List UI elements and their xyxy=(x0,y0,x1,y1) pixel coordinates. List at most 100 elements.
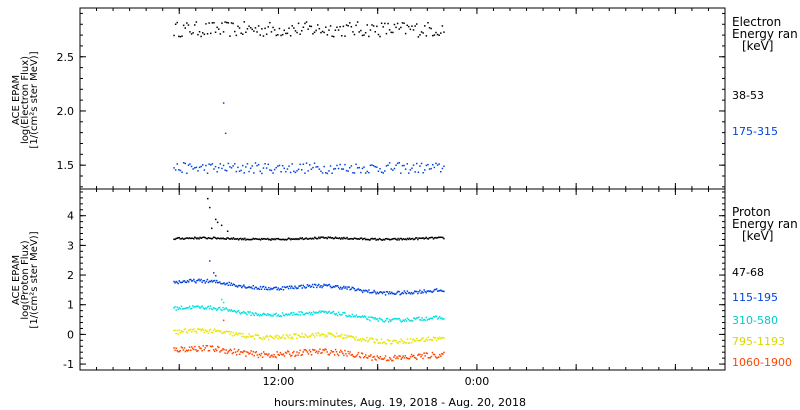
proton-point-795-1193 xyxy=(176,329,178,332)
proton-point-115-195 xyxy=(209,280,212,283)
proton-point-47-68 xyxy=(198,238,200,240)
proton-point-795-1193 xyxy=(194,330,196,333)
proton-point-1060-1900 xyxy=(435,357,438,359)
proton-point-310-580 xyxy=(202,307,204,309)
proton-point-47-68 xyxy=(386,238,389,240)
electron-point-38-53 xyxy=(232,22,234,25)
proton-point-795-1193 xyxy=(279,336,282,339)
electron-point-38-53 xyxy=(227,22,230,24)
proton-point-310-580 xyxy=(219,306,221,309)
electron-point-38-53 xyxy=(409,28,412,31)
proton-point-47-68 xyxy=(323,237,325,239)
proton-point-115-195 xyxy=(334,285,337,287)
proton-point-795-1193 xyxy=(390,343,392,345)
proton-point-1060-1900 xyxy=(290,355,292,357)
proton-point-115-195 xyxy=(213,279,216,282)
proton-point-795-1193 xyxy=(287,336,290,339)
electron-point-38-53 xyxy=(310,25,313,28)
proton-point-310-580 xyxy=(382,320,385,323)
electron-point-38-53 xyxy=(229,35,231,37)
proton-point-1060-1900 xyxy=(425,352,427,354)
proton-point-115-195 xyxy=(272,287,274,290)
proton-point-1060-1900 xyxy=(389,356,391,359)
electron-point-175-315 xyxy=(297,168,300,171)
proton-point-795-1193 xyxy=(242,332,244,335)
proton-point-47-68 xyxy=(360,237,363,239)
proton-point-310-580 xyxy=(342,312,344,314)
proton-point-1060-1900 xyxy=(359,356,362,359)
electron-series-38-53 xyxy=(173,21,445,38)
proton-point-795-1193 xyxy=(385,343,388,345)
proton-point-47-68 xyxy=(306,238,309,240)
proton-point-310-580 xyxy=(424,319,426,321)
proton-point-47-68 xyxy=(365,238,367,241)
electron-point-175-315 xyxy=(187,164,190,166)
proton-point-310-580 xyxy=(429,317,432,319)
proton-point-47-68 xyxy=(305,237,308,239)
proton-point-310-580 xyxy=(315,311,317,314)
proton-point-1060-1900 xyxy=(224,352,226,354)
proton-point-310-580 xyxy=(430,317,433,319)
proton-point-310-580 xyxy=(405,320,408,322)
proton-point-47-68 xyxy=(197,237,199,239)
proton-point-310-580 xyxy=(324,310,326,313)
proton-point-47-68 xyxy=(196,238,198,240)
proton-point-795-1193 xyxy=(429,339,432,341)
proton-point-47-68 xyxy=(318,236,320,238)
proton-point-115-195 xyxy=(254,286,257,289)
electron-point-38-53 xyxy=(350,26,353,28)
proton-point-47-68 xyxy=(321,236,323,239)
electron-point-175-315 xyxy=(182,162,185,164)
electron-point-175-315 xyxy=(242,164,244,167)
proton-point-310-580 xyxy=(348,314,350,317)
proton-point-47-68 xyxy=(268,238,270,241)
proton-point-1060-1900 xyxy=(226,352,228,355)
proton-point-795-1193 xyxy=(183,328,186,331)
electron-point-175-315 xyxy=(235,170,238,173)
proton-point-795-1193 xyxy=(211,332,214,334)
proton-point-47-68 xyxy=(283,239,286,241)
proton-point-1060-1900 xyxy=(428,356,431,359)
electron-point-175-315 xyxy=(342,168,345,170)
proton-point-795-1193 xyxy=(223,331,225,333)
electron-point-38-53 xyxy=(388,29,391,31)
proton-point-795-1193 xyxy=(291,336,293,338)
proton-point-47-68 xyxy=(243,238,245,241)
proton-point-1060-1900 xyxy=(377,356,379,359)
proton-point-47-68 xyxy=(309,237,312,240)
proton-point-310-580 xyxy=(319,310,321,312)
proton-point-310-580 xyxy=(371,316,373,319)
proton-point-47-68 xyxy=(299,237,301,239)
proton-point-310-580 xyxy=(336,314,339,317)
proton-point-1060-1900 xyxy=(427,357,430,359)
proton-point-310-580 xyxy=(192,305,194,307)
proton-point-795-1193 xyxy=(342,337,344,340)
proton-point-115-195 xyxy=(216,279,218,282)
proton-point-47-68 xyxy=(272,238,274,241)
proton-point-310-580 xyxy=(193,306,195,309)
electron-point-38-53 xyxy=(419,34,421,36)
proton-point-310-580 xyxy=(178,307,180,309)
proton-point-115-195 xyxy=(365,289,367,292)
proton-point-47-68 xyxy=(300,237,302,240)
proton-point-795-1193 xyxy=(175,332,177,335)
proton-point-47-68 xyxy=(212,236,215,238)
proton-point-115-195 xyxy=(409,293,412,295)
proton-point-1060-1900 xyxy=(241,351,243,353)
electron-point-38-53 xyxy=(371,24,373,26)
proton-point-115-195 xyxy=(234,285,237,287)
electron-point-175-315 xyxy=(296,170,298,172)
proton-point-310-580 xyxy=(411,320,414,322)
proton-point-310-580 xyxy=(349,315,351,317)
electron-point-175-315 xyxy=(334,167,337,170)
electron-point-38-53 xyxy=(178,35,180,38)
electron-point-175-315 xyxy=(194,167,196,169)
electron-point-175-315 xyxy=(329,165,332,167)
proton-point-115-195 xyxy=(397,290,399,293)
proton-point-47-68 xyxy=(433,237,436,239)
proton-point-115-195 xyxy=(220,283,222,285)
proton-point-1060-1900 xyxy=(279,351,282,354)
proton-point-115-195 xyxy=(377,292,379,295)
proton-point-47-68 xyxy=(258,238,261,240)
proton-point-310-580 xyxy=(275,312,277,315)
